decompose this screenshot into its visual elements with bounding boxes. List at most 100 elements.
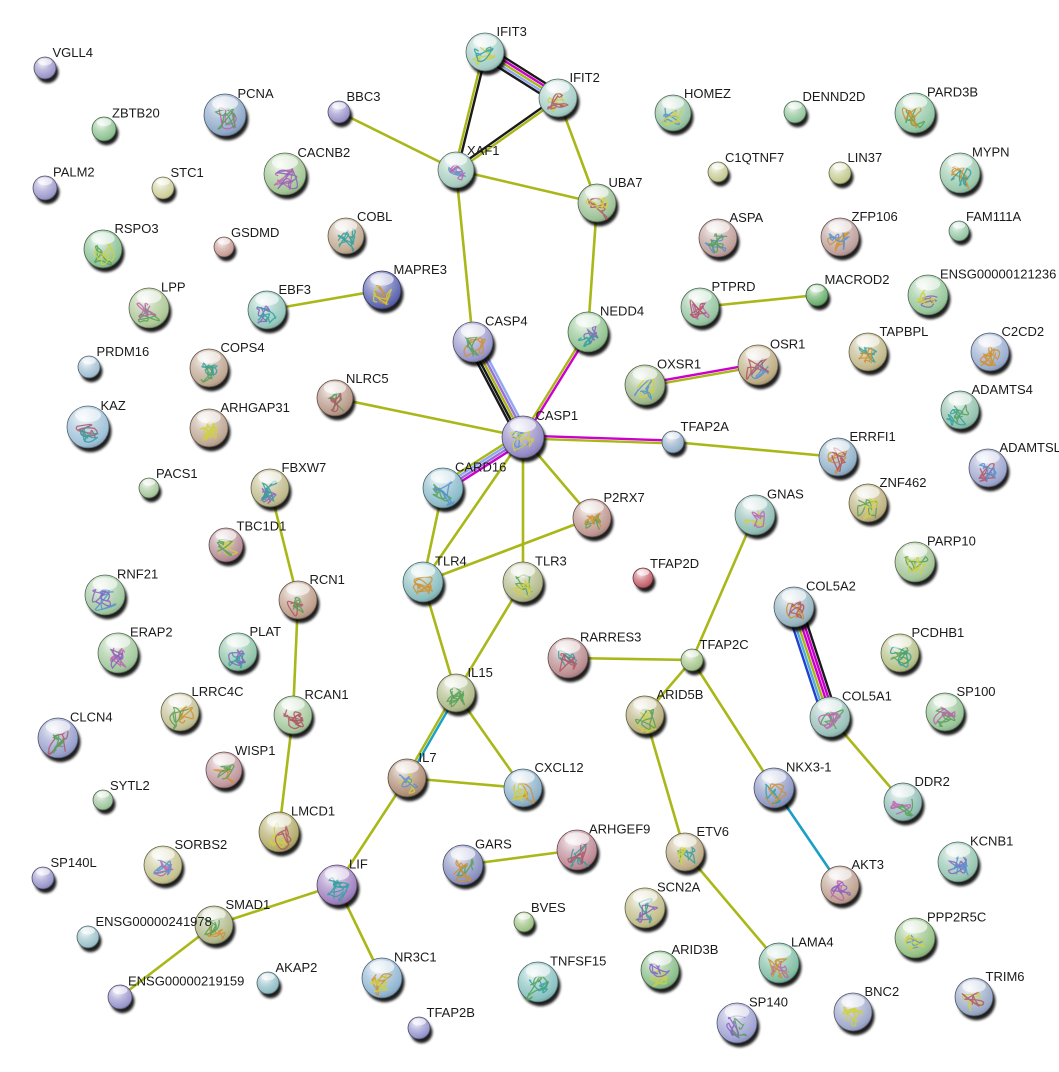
node-VGLL4[interactable] [33, 56, 57, 80]
node-C1QTNF7[interactable] [707, 161, 729, 183]
node-EBF3[interactable] [247, 290, 287, 330]
edge-IFIT2-XAF1[interactable] [453, 95, 561, 173]
node-UBA7[interactable] [577, 183, 617, 223]
node-DENND2D[interactable] [783, 100, 807, 124]
node-PPP2R5C[interactable] [894, 917, 936, 959]
node-GNAS[interactable] [734, 494, 776, 536]
node-TLR4[interactable] [402, 561, 444, 603]
node-TFAP2B[interactable] [407, 1016, 431, 1040]
node-BNC2[interactable] [833, 992, 873, 1032]
node-HOMEZ[interactable] [654, 94, 692, 132]
node-IL15[interactable] [436, 673, 476, 713]
node-ENSG00000121236[interactable] [907, 274, 949, 316]
node-ETV6[interactable] [665, 832, 705, 872]
node-LIN37[interactable] [828, 161, 852, 185]
node-BBC3[interactable] [327, 100, 351, 124]
node-PTPRD[interactable] [680, 287, 720, 327]
node-SP140L[interactable] [31, 866, 55, 890]
node-ZFP106[interactable] [820, 217, 860, 257]
node-PRDM16[interactable] [77, 355, 101, 379]
node-ERRFI1[interactable] [818, 437, 858, 477]
node-TRIM6[interactable] [954, 977, 994, 1017]
node-WISP1[interactable] [205, 751, 243, 789]
node-CASP4[interactable] [452, 321, 494, 363]
node-RARRES3[interactable] [547, 637, 589, 679]
node-ZBTB20[interactable] [91, 116, 117, 142]
node-IFIT2[interactable] [538, 78, 578, 118]
node-COPS4[interactable] [189, 348, 229, 388]
node-IL7[interactable] [387, 758, 427, 798]
edge-CASP1-NLRC5[interactable] [333, 396, 525, 439]
node-TNFSF15[interactable] [517, 961, 559, 1003]
edge-XAF1-CASP4[interactable] [454, 168, 475, 344]
node-KAZ[interactable] [66, 405, 110, 449]
edge-XAF1-BBC3[interactable] [337, 110, 458, 172]
node-ARHGEF9[interactable] [556, 829, 598, 871]
node-DDR2[interactable] [883, 782, 923, 822]
node-ARID5B[interactable] [625, 695, 665, 735]
node-PLAT[interactable] [218, 632, 258, 672]
node-NR3C1[interactable] [361, 957, 403, 999]
node-XAF1[interactable] [437, 151, 475, 189]
edge-SMAD1-ENSG00000219159[interactable] [118, 923, 216, 999]
node-ENSG00000219159[interactable] [107, 984, 133, 1010]
node-SP100[interactable] [925, 692, 965, 732]
node-ERAP2[interactable] [97, 632, 139, 674]
node-FAM111A[interactable] [948, 220, 970, 242]
node-ARHGAP31[interactable] [189, 408, 229, 448]
node-COBL[interactable] [327, 217, 365, 255]
node-PARP10[interactable] [894, 541, 936, 583]
edge-CASP1-TLR4[interactable] [421, 435, 525, 584]
edge-CASP1-TFAP2A[interactable] [521, 434, 675, 445]
edge-ARID5B-ETV6[interactable] [643, 713, 687, 854]
node-TLR3[interactable] [502, 561, 544, 603]
node-LIF[interactable] [316, 864, 358, 906]
edge-TFAP2C-NKX3-1[interactable] [690, 658, 776, 790]
node-GARS[interactable] [442, 844, 484, 886]
node-CXCL12[interactable] [503, 768, 543, 808]
node-RNF21[interactable] [84, 574, 126, 616]
node-ADAMTS4[interactable] [940, 390, 980, 430]
node-ASPA[interactable] [698, 218, 738, 258]
node-SCN2A[interactable] [624, 887, 666, 929]
node-ARID3B[interactable] [640, 950, 680, 990]
node-LMCD1[interactable] [258, 811, 300, 853]
node-LPP[interactable] [128, 287, 170, 329]
node-NKX3-1[interactable] [753, 767, 795, 809]
node-P2RX7[interactable] [572, 498, 612, 538]
node-RCAN1[interactable] [273, 695, 313, 735]
node-KCNB1[interactable] [937, 841, 979, 883]
node-CLCN4[interactable] [37, 717, 79, 759]
node-GSDMD[interactable] [213, 236, 235, 258]
node-MYPN[interactable] [939, 152, 981, 194]
node-LAMA4[interactable] [758, 942, 800, 984]
node-COL5A2[interactable] [773, 586, 815, 628]
edge-TLR4-P2RX7[interactable] [421, 516, 594, 584]
node-MACROD2[interactable] [805, 283, 829, 307]
node-IFIT3[interactable] [465, 32, 505, 72]
node-TBC1D1[interactable] [208, 527, 244, 563]
node-COL5A1[interactable] [809, 696, 851, 738]
node-PALM2[interactable] [32, 175, 58, 201]
edge-TFAP2A-ERRFI1[interactable] [671, 440, 840, 459]
node-ZNF462[interactable] [848, 483, 888, 523]
node-ADAMTSL[interactable] [968, 448, 1008, 488]
node-PARD3B[interactable] [894, 92, 936, 134]
node-SYTL2[interactable] [92, 789, 114, 811]
node-ENSG00000241978[interactable] [76, 925, 100, 949]
node-PACS1[interactable] [138, 477, 160, 499]
node-LRRC4C[interactable] [160, 692, 200, 732]
edge-LIF-SMAD1[interactable] [212, 883, 339, 927]
node-TFAP2C[interactable] [680, 648, 704, 672]
edge-ETV6-LAMA4[interactable] [683, 850, 781, 965]
node-AKT3[interactable] [820, 865, 860, 905]
node-NLRC5[interactable] [316, 379, 354, 417]
node-RCN1[interactable] [278, 580, 318, 620]
node-STC1[interactable] [151, 176, 175, 200]
node-TFAP2D[interactable] [632, 567, 654, 589]
node-CACNB2[interactable] [263, 152, 307, 196]
node-TAPBPL[interactable] [848, 332, 888, 372]
node-SMAD1[interactable] [194, 905, 234, 945]
node-BVES[interactable] [513, 911, 535, 933]
node-TFAP2A[interactable] [661, 430, 685, 454]
